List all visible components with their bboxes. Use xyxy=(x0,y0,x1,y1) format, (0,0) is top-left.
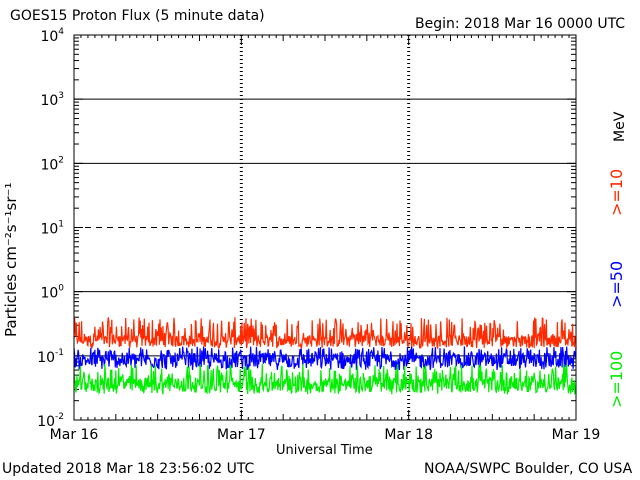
series-line-ge10 xyxy=(73,316,577,351)
y-tick-label: 10-2 xyxy=(37,412,64,430)
plot-frame xyxy=(73,34,577,421)
legend-series-ge50: >=50 xyxy=(607,260,626,308)
y-tick-label: 101 xyxy=(40,220,64,238)
y-tick-label: 103 xyxy=(40,91,64,109)
y-tick-label: 102 xyxy=(40,155,64,173)
x-tick-label: Mar 17 xyxy=(217,427,266,443)
begin-date: Begin: 2018 Mar 16 0000 UTC xyxy=(415,16,626,32)
legend-unit-mev: MeV xyxy=(612,111,628,142)
chart-title: GOES15 Proton Flux (5 minute data) xyxy=(10,8,265,24)
legend-series-ge10: >=10 xyxy=(607,168,626,216)
updated-timestamp: Updated 2018 Mar 18 23:56:02 UTC xyxy=(2,461,255,477)
series-line-ge100 xyxy=(73,363,577,396)
y-axis-label: Particles cm⁻²s⁻¹sr⁻¹ xyxy=(2,182,20,337)
legend-series-ge100: >=100 xyxy=(607,350,626,408)
y-tick-label: 100 xyxy=(40,284,64,302)
y-tick-label: 10-1 xyxy=(37,348,64,366)
data-source: NOAA/SWPC Boulder, CO USA xyxy=(424,461,633,477)
x-tick-label: Mar 19 xyxy=(552,427,601,443)
series-line-ge50 xyxy=(73,346,577,371)
y-tick-label: 104 xyxy=(40,27,64,45)
x-tick-label: Mar 18 xyxy=(384,427,433,443)
x-tick-label: Mar 16 xyxy=(50,427,99,443)
x-axis-label: Universal Time xyxy=(276,443,373,458)
